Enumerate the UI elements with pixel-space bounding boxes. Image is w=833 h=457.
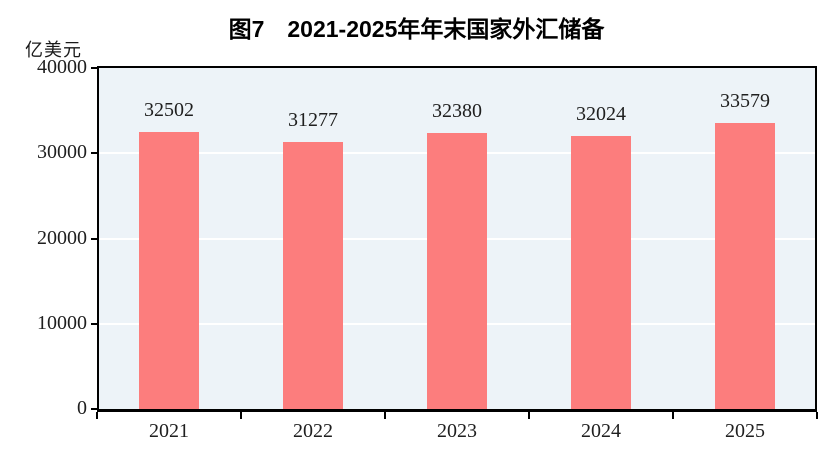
bar — [139, 132, 199, 409]
bar — [571, 136, 631, 409]
bar — [715, 123, 775, 409]
y-axis-tick-label: 40000 — [37, 56, 87, 78]
bar-value-label: 31277 — [288, 109, 338, 131]
x-axis-tick — [672, 412, 674, 419]
y-axis-unit-label: 亿美元 — [25, 40, 82, 60]
y-axis-tick — [91, 323, 97, 325]
x-axis-category-label: 2024 — [581, 420, 621, 442]
x-axis-category-label: 2021 — [149, 420, 189, 442]
x-axis-category-label: 2022 — [293, 420, 333, 442]
x-axis-category-label: 2025 — [725, 420, 765, 442]
y-axis-tick-label: 30000 — [37, 141, 87, 163]
y-axis-tick — [91, 152, 97, 154]
x-axis-category-label: 2023 — [437, 420, 477, 442]
chart-title: 图7 2021-2025年年末国家外汇储备 — [228, 16, 605, 42]
y-axis-tick — [91, 238, 97, 240]
bar-value-label: 33579 — [720, 90, 770, 112]
x-axis-tick — [816, 412, 818, 419]
bar-value-label: 32024 — [576, 103, 626, 125]
bar-value-label: 32380 — [432, 100, 482, 122]
x-axis-tick — [96, 412, 98, 419]
bar-value-label: 32502 — [144, 99, 194, 121]
y-axis-tick-label: 20000 — [37, 227, 87, 249]
y-axis-tick-label: 0 — [77, 397, 87, 419]
y-axis-tick — [91, 67, 97, 69]
bar — [283, 142, 343, 409]
x-axis-tick — [240, 412, 242, 419]
x-axis-tick — [384, 412, 386, 419]
y-axis-tick-label: 10000 — [37, 312, 87, 334]
bar — [427, 133, 487, 409]
y-axis-tick — [91, 408, 97, 410]
x-axis-tick — [528, 412, 530, 419]
